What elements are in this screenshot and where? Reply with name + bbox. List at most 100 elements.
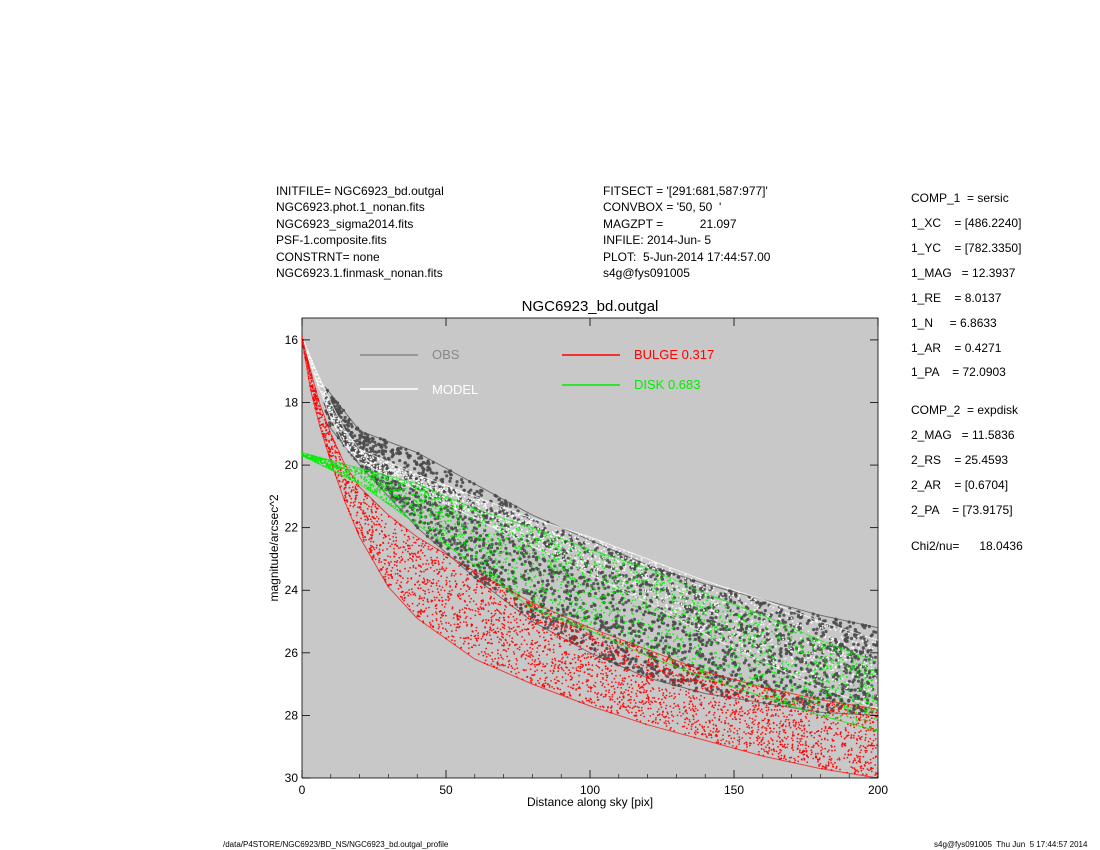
- model-point: [400, 473, 402, 476]
- model-point: [435, 495, 438, 498]
- bulge-point: [672, 687, 675, 690]
- bulge-point: [438, 585, 441, 588]
- obs-point: [815, 627, 819, 631]
- model-point: [865, 691, 868, 693]
- model-point: [568, 544, 571, 547]
- model-point: [588, 550, 591, 553]
- model-point: [367, 460, 370, 463]
- model-point: [564, 532, 567, 535]
- model-point: [712, 609, 714, 612]
- obs-point: [461, 517, 465, 521]
- bulge-point: [797, 760, 800, 763]
- model-point: [824, 635, 827, 637]
- model-point: [720, 630, 722, 633]
- bulge-point: [399, 561, 401, 564]
- model-point: [472, 503, 474, 506]
- obs-point: [408, 491, 412, 495]
- model-point: [775, 645, 777, 648]
- model-point: [348, 442, 351, 445]
- obs-point: [375, 450, 379, 454]
- bulge-point: [864, 749, 867, 752]
- bulge-point: [757, 726, 760, 728]
- model-point: [360, 452, 363, 455]
- model-point: [600, 542, 603, 544]
- model-point: [677, 589, 679, 591]
- bulge-point: [728, 691, 730, 694]
- obs-point: [682, 630, 686, 634]
- obs-point: [782, 613, 786, 617]
- obs-point: [779, 680, 783, 685]
- bulge-point: [870, 751, 873, 753]
- bulge-point: [701, 725, 703, 728]
- obs-point: [443, 470, 447, 474]
- bulge-point: [581, 682, 584, 685]
- model-point: [852, 640, 854, 643]
- model-point: [720, 639, 722, 641]
- bulge-point: [787, 736, 789, 738]
- model-point: [603, 548, 606, 550]
- obs-point: [459, 556, 463, 560]
- model-point: [853, 637, 856, 640]
- obs-point: [545, 583, 549, 588]
- bulge-point: [647, 719, 650, 722]
- model-point: [579, 564, 582, 567]
- model-point: [665, 594, 667, 596]
- model-point: [562, 536, 565, 539]
- obs-point: [634, 659, 638, 663]
- model-point: [352, 443, 355, 445]
- model-point: [693, 593, 695, 596]
- model-point: [342, 436, 345, 439]
- model-point: [798, 649, 800, 652]
- obs-point: [427, 462, 431, 466]
- obs-point: [642, 631, 646, 636]
- obs-point: [860, 681, 864, 685]
- obs-point: [406, 454, 410, 458]
- model-point: [714, 622, 717, 625]
- bulge-point: [598, 666, 601, 669]
- obs-point: [714, 630, 718, 634]
- obs-point: [642, 613, 646, 617]
- model-point: [735, 620, 738, 623]
- model-point: [569, 536, 571, 539]
- bulge-point: [443, 606, 446, 608]
- obs-point: [709, 616, 713, 620]
- model-point: [706, 584, 708, 587]
- obs-point: [844, 639, 848, 643]
- model-point: [777, 610, 780, 612]
- model-point: [432, 484, 434, 487]
- obs-point: [690, 608, 694, 612]
- bulge-point: [723, 728, 726, 731]
- obs-point: [735, 643, 739, 648]
- obs-point: [494, 568, 498, 573]
- obs-point: [566, 580, 570, 584]
- obs-point: [643, 610, 647, 614]
- model-point: [755, 631, 757, 633]
- model-point: [670, 612, 673, 614]
- obs-point: [605, 564, 609, 569]
- model-point: [511, 514, 514, 516]
- model-point: [724, 613, 727, 616]
- obs-point: [766, 668, 770, 672]
- model-point: [668, 595, 671, 597]
- model-point: [600, 549, 603, 552]
- bulge-point: [777, 745, 779, 748]
- fit-parameter: 2_RS = 25.4593: [911, 453, 1009, 467]
- bulge-point: [508, 601, 511, 604]
- bulge-point: [767, 740, 770, 743]
- bulge-point: [590, 635, 592, 638]
- model-point: [544, 529, 547, 531]
- obs-point: [522, 573, 526, 577]
- bulge-point: [833, 734, 836, 737]
- model-point: [598, 561, 601, 564]
- obs-point: [724, 597, 728, 601]
- bulge-point: [453, 574, 456, 577]
- model-point: [865, 662, 868, 665]
- obs-point: [860, 678, 864, 682]
- bulge-point: [699, 723, 701, 726]
- model-point: [413, 483, 416, 486]
- model-point: [829, 628, 832, 631]
- model-point: [813, 646, 816, 648]
- model-point: [317, 377, 319, 380]
- obs-point: [505, 551, 509, 556]
- bulge-point: [531, 639, 534, 642]
